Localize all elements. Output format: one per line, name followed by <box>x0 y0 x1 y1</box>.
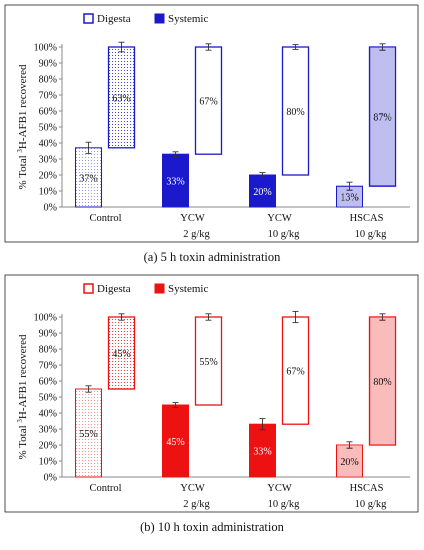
data-label-systemic: 45% <box>166 437 184 448</box>
chart-caption: (b) 10 h toxin administration <box>140 520 284 534</box>
chart-frame <box>4 274 419 513</box>
y-tick-label: 10% <box>39 457 57 468</box>
bar-digesta <box>281 46 310 176</box>
chart-panel-b: Digesta Systemic 0% 10% 20% 30% 40% 50% 60% 70% 80… <box>0 270 424 545</box>
data-label-digesta: 80% <box>286 107 304 118</box>
data-label-systemic: 33% <box>253 447 271 458</box>
chart-a: Digesta Systemic 0% 10% 20% 30% 40% 50% 60% 70% 80… <box>4 4 419 243</box>
y-tick-label: 40% <box>39 409 57 420</box>
y-axis-label: % Total 3H-AFB1 recovered <box>16 334 29 460</box>
bar-digesta <box>107 316 136 390</box>
legend-label-systemic: Systemic <box>168 13 208 25</box>
x-tick-label-sub: 10 g/kg <box>268 499 301 510</box>
bar-systemic <box>75 388 102 478</box>
legend-swatch-systemic <box>154 13 165 24</box>
x-tick-label-sub: 2 g/kg <box>183 229 210 240</box>
bar-systemic <box>162 153 189 208</box>
y-tick-label: 40% <box>39 139 57 150</box>
y-tick-label: 60% <box>39 107 57 118</box>
data-label-digesta: 87% <box>373 113 391 124</box>
data-label-systemic: 20% <box>340 457 358 468</box>
y-tick-label: 0% <box>44 473 57 484</box>
y-tick-label: 70% <box>39 91 57 102</box>
y-tick-label: 60% <box>39 377 57 388</box>
legend: Digesta Systemic <box>83 13 208 25</box>
y-tick-label: 70% <box>39 361 57 372</box>
legend: Digesta Systemic <box>83 283 208 295</box>
y-tick-label: 30% <box>39 155 57 166</box>
y-tick-label: 100% <box>34 313 57 324</box>
legend-label-digesta: Digesta <box>97 283 131 295</box>
y-tick-label: 10% <box>39 187 57 198</box>
data-label-digesta: 45% <box>112 349 130 360</box>
legend-swatch-digesta <box>83 283 94 294</box>
x-tick-label-sub: 10 g/kg <box>355 229 388 240</box>
data-label-digesta: 80% <box>373 377 391 388</box>
y-tick-label: 20% <box>39 171 57 182</box>
chart-b: Digesta Systemic 0% 10% 20% 30% 40% 50% 60% 70% 80… <box>4 274 419 513</box>
y-tick-label: 0% <box>44 203 57 214</box>
x-tick-label: HSCAS <box>350 483 384 494</box>
x-tick-label: YCW <box>267 213 292 224</box>
data-label-systemic: 55% <box>79 429 97 440</box>
y-tick-label: 80% <box>39 345 57 356</box>
y-axis-label: % Total 3H-AFB1 recovered <box>16 64 29 190</box>
x-tick-label-sub: 10 g/kg <box>268 229 301 240</box>
x-tick-label: YCW <box>180 213 205 224</box>
data-label-systemic: 13% <box>340 193 358 204</box>
y-tick-label: 20% <box>39 441 57 452</box>
y-tick-label: 50% <box>39 393 57 404</box>
x-tick-label: Control <box>89 213 121 224</box>
x-tick-label: HSCAS <box>350 213 384 224</box>
data-label-digesta: 67% <box>286 367 304 378</box>
chart-caption: (a) 5 h toxin administration <box>143 250 281 264</box>
bar-digesta <box>368 316 397 446</box>
x-tick-label-sub: 2 g/kg <box>183 499 210 510</box>
bar-systemic <box>249 174 276 208</box>
x-tick-label: Control <box>89 483 121 494</box>
data-label-digesta: 63% <box>112 93 130 104</box>
y-tick-label: 50% <box>39 123 57 134</box>
y-tick-label: 90% <box>39 59 57 70</box>
data-label-digesta: 55% <box>199 357 217 368</box>
data-label-digesta: 67% <box>199 97 217 108</box>
legend-swatch-digesta <box>83 13 94 24</box>
y-tick-label: 90% <box>39 329 57 340</box>
bar-digesta <box>281 316 310 425</box>
data-label-systemic: 33% <box>166 177 184 188</box>
y-tick-label: 80% <box>39 75 57 86</box>
data-label-systemic: 37% <box>79 173 97 184</box>
y-tick-label: 30% <box>39 425 57 436</box>
legend-label-systemic: Systemic <box>168 283 208 295</box>
chart-frame <box>4 4 419 243</box>
y-tick-label: 100% <box>34 43 57 54</box>
x-tick-label: YCW <box>180 483 205 494</box>
data-label-systemic: 20% <box>253 187 271 198</box>
bar-digesta <box>194 46 223 155</box>
legend-label-digesta: Digesta <box>97 13 131 25</box>
x-tick-label: YCW <box>267 483 292 494</box>
chart-panel-a: Digesta Systemic 0% 10% 20% 30% 40% 50% 60% 70% 80… <box>4 4 419 264</box>
legend-swatch-systemic <box>154 283 165 294</box>
x-tick-label-sub: 10 g/kg <box>355 499 388 510</box>
bar-digesta <box>107 46 136 149</box>
